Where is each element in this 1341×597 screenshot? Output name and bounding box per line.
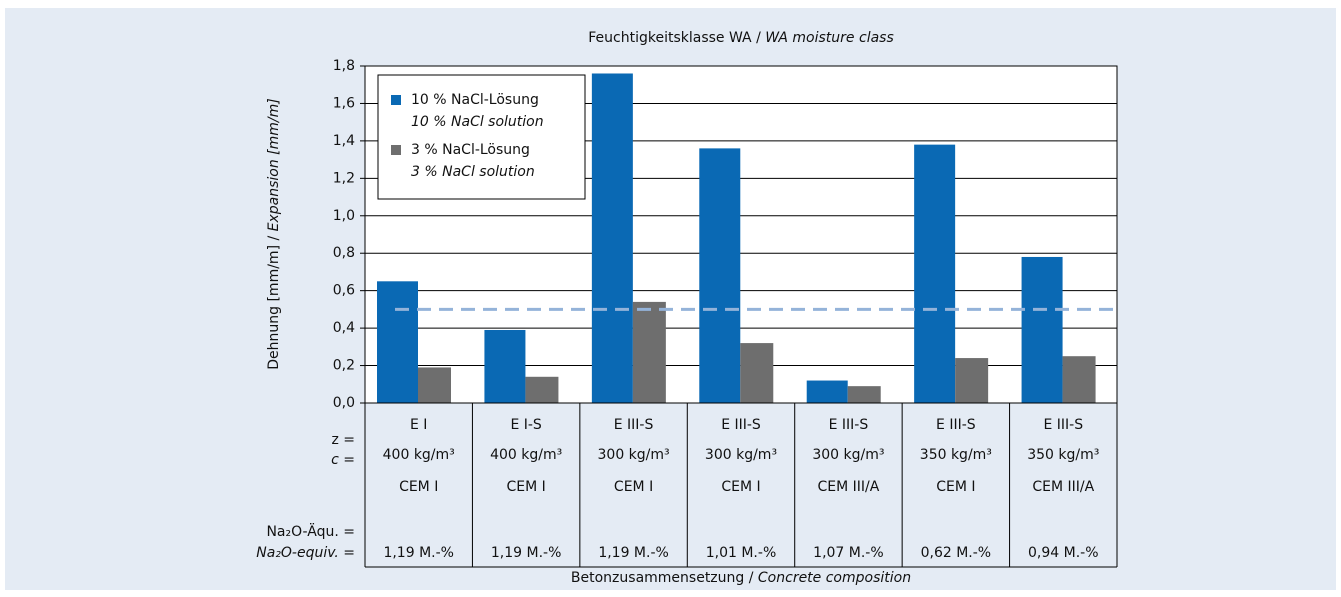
- x-tick-label: E III-S: [829, 417, 869, 433]
- bar: [632, 301, 666, 403]
- na2o-value: 1,01 M.-%: [706, 545, 777, 561]
- cement-content: 350 kg/m³: [1027, 447, 1099, 463]
- legend-label: 3 % NaCl-Lösung: [411, 142, 530, 158]
- na2o-value: 1,07 M.-%: [813, 545, 884, 561]
- bar: [955, 358, 989, 403]
- bar: [699, 148, 741, 403]
- cement-content: 350 kg/m³: [920, 447, 992, 463]
- na2o-value: 1,19 M.-%: [383, 545, 454, 561]
- y-tick-label: 0,6: [333, 283, 355, 299]
- bar: [484, 329, 526, 403]
- bar: [914, 144, 956, 403]
- y-tick-label: 0,8: [333, 245, 355, 261]
- y-tick-label: 1,2: [333, 170, 355, 186]
- bar: [1062, 356, 1096, 403]
- legend-swatch: [391, 95, 401, 105]
- row-label: Na₂O-equiv. =: [256, 545, 355, 561]
- cement-type: CEM I: [507, 479, 546, 495]
- y-axis-title: Dehnung [mm/m] / Expansion [mm/m]: [266, 98, 282, 370]
- bar: [418, 367, 451, 403]
- cement-type: CEM III/A: [818, 479, 880, 495]
- cement-content: 300 kg/m³: [705, 447, 777, 463]
- bar: [1021, 256, 1063, 403]
- plot-border: [364, 65, 1118, 404]
- y-tick-label: 1,8: [333, 58, 355, 74]
- chart-title: Feuchtigkeitsklasse WA / WA moisture cla…: [588, 30, 894, 46]
- row-label: z =: [331, 432, 355, 448]
- legend-box: [377, 74, 586, 200]
- bar: [591, 73, 633, 403]
- legend-swatch: [391, 145, 401, 155]
- cement-type: CEM I: [936, 479, 975, 495]
- bar: [847, 386, 881, 403]
- y-tick-label: 0,0: [333, 395, 355, 411]
- na2o-value: 1,19 M.-%: [491, 545, 562, 561]
- cement-type: CEM I: [614, 479, 653, 495]
- y-tick-label: 0,2: [333, 358, 355, 374]
- row-label: c =: [331, 452, 355, 468]
- na2o-value: 0,94 M.-%: [1028, 545, 1099, 561]
- x-tick-label: E III-S: [1043, 417, 1083, 433]
- na2o-value: 1,19 M.-%: [598, 545, 669, 561]
- cement-content: 300 kg/m³: [598, 447, 670, 463]
- cement-content: 400 kg/m³: [490, 447, 562, 463]
- na2o-value: 0,62 M.-%: [921, 545, 992, 561]
- bar: [740, 343, 774, 403]
- x-tick-label: E III-S: [936, 417, 976, 433]
- legend-label: 10 % NaCl-Lösung: [411, 92, 539, 108]
- cement-type: CEM III/A: [1032, 479, 1094, 495]
- y-tick-label: 1,6: [333, 95, 355, 111]
- bar: [806, 380, 848, 403]
- bar: [377, 281, 418, 403]
- x-tick-label: E III-S: [614, 417, 654, 433]
- cement-type: CEM I: [721, 479, 760, 495]
- cement-content: 300 kg/m³: [812, 447, 884, 463]
- cement-type: CEM I: [399, 479, 438, 495]
- x-tick-label: E III-S: [721, 417, 761, 433]
- row-label: Na₂O-Äqu. =: [266, 522, 355, 540]
- x-axis-title: Betonzusammensetzung / Concrete composit…: [571, 570, 911, 586]
- bar: [525, 376, 559, 403]
- y-tick-label: 1,4: [333, 133, 355, 149]
- legend-label: 10 % NaCl solution: [411, 114, 544, 130]
- x-tick-label: E I: [410, 417, 427, 433]
- cement-content: 400 kg/m³: [383, 447, 455, 463]
- legend-label: 3 % NaCl solution: [411, 164, 535, 180]
- y-tick-label: 0,4: [333, 320, 355, 336]
- x-tick-label: E I-S: [510, 417, 541, 433]
- y-tick-label: 1,0: [333, 208, 355, 224]
